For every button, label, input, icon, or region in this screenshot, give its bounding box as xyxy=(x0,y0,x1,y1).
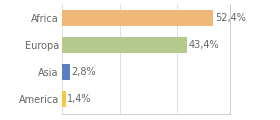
Bar xyxy=(62,91,66,107)
Bar xyxy=(62,37,187,53)
Text: 43,4%: 43,4% xyxy=(189,40,220,50)
Bar xyxy=(62,10,213,27)
Bar xyxy=(62,64,70,80)
Text: 1,4%: 1,4% xyxy=(67,94,92,104)
Text: 52,4%: 52,4% xyxy=(215,13,246,23)
Text: 2,8%: 2,8% xyxy=(71,67,96,77)
